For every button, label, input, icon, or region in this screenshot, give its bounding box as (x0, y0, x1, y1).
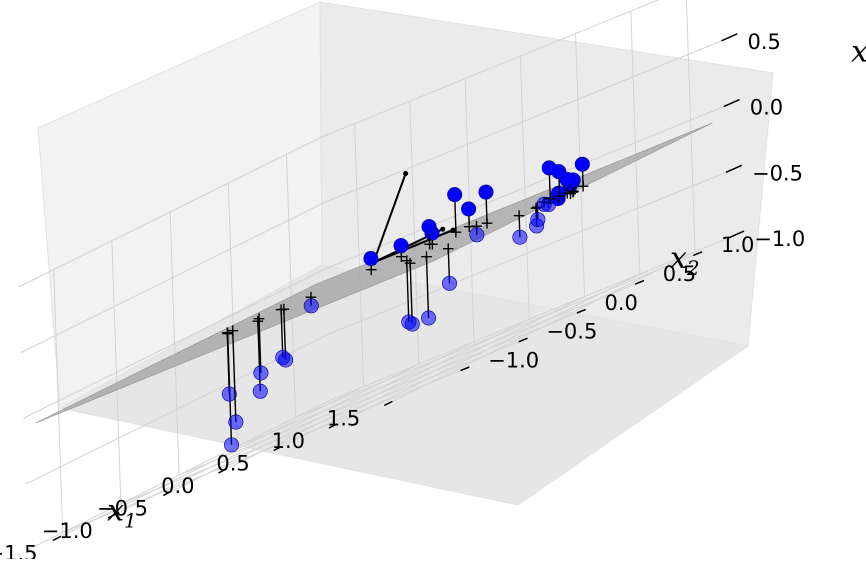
data-point-4 (276, 350, 290, 364)
x-tick-label-5: 1.0 (272, 429, 305, 453)
data-point-20 (542, 161, 556, 175)
data-point-18 (421, 311, 435, 325)
data-point-7 (304, 299, 318, 313)
data-point-29 (575, 157, 589, 171)
z-tick-label-0: −1.0 (754, 227, 805, 251)
projected-marker-22: + (512, 206, 526, 226)
x-tick-label-1: −1.0 (42, 519, 93, 543)
data-point-22 (513, 230, 527, 244)
z-tick-label-3: 0.5 (747, 30, 780, 54)
x-tick-label-6: 1.5 (327, 407, 360, 431)
z-tick-mark-3 (721, 34, 737, 41)
data-point-13 (461, 202, 475, 216)
z-tick-label-2: 0.0 (750, 96, 783, 120)
data-point-3 (254, 366, 268, 380)
projected-marker-13: + (462, 217, 476, 237)
y-tick-label-2: 0.0 (605, 291, 638, 315)
projected-marker-10: + (423, 235, 437, 255)
projected-marker-1: + (226, 321, 240, 341)
data-point-8 (364, 251, 378, 265)
data-point-5 (253, 384, 267, 398)
z-tick-label-1: −0.5 (752, 161, 803, 185)
data-point-1 (229, 415, 243, 429)
data-point-19 (442, 276, 456, 290)
component-tip-2 (403, 171, 408, 176)
data-point-16 (479, 185, 493, 199)
data-point-24 (531, 212, 545, 226)
data-point-10 (422, 219, 436, 233)
projected-marker-11: + (449, 222, 463, 242)
projected-marker-29: + (576, 176, 590, 196)
y-tick-label-0: −1.0 (488, 348, 539, 372)
data-point-9 (394, 238, 408, 252)
projected-marker-3: + (252, 309, 266, 329)
x-tick-label-0: −1.5 (0, 542, 38, 559)
x-tick-label-4: 0.5 (216, 452, 249, 476)
z-axis-label: x3 (851, 35, 866, 74)
y-tick-label-1: −0.5 (546, 320, 597, 344)
projected-marker-4: + (274, 300, 288, 320)
component-tip-1 (440, 227, 445, 232)
projected-marker-20: + (543, 189, 557, 209)
x-tick-label-3: 0.0 (161, 474, 194, 498)
data-point-11 (447, 187, 461, 201)
y-tick-label-4: 1.0 (721, 233, 754, 257)
data-point-2 (224, 438, 238, 452)
data-point-15 (402, 315, 416, 329)
